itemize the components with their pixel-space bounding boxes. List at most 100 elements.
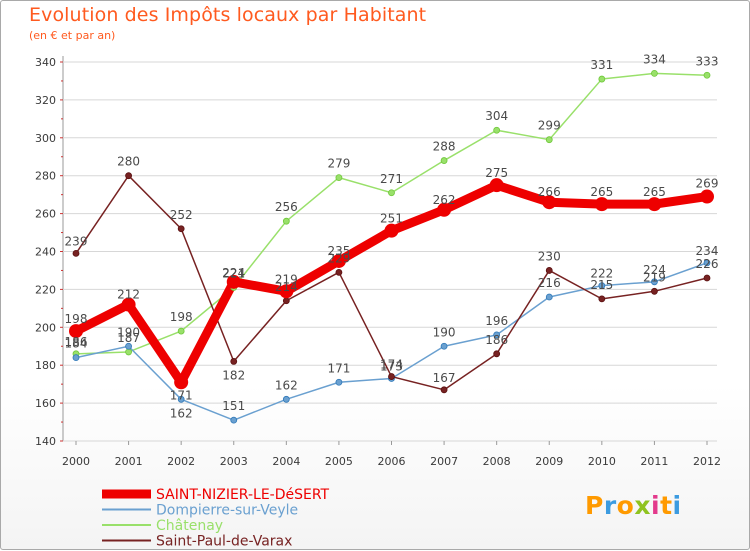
y-tick-label: 320 bbox=[35, 94, 56, 107]
data-label: 234 bbox=[696, 244, 719, 258]
data-label: 151 bbox=[222, 399, 245, 413]
data-point bbox=[598, 282, 606, 290]
data-point bbox=[177, 225, 185, 233]
data-point bbox=[440, 342, 448, 350]
data-point bbox=[493, 331, 501, 339]
data-label: 299 bbox=[538, 119, 561, 133]
data-label: 230 bbox=[538, 249, 561, 263]
data-point bbox=[700, 189, 714, 204]
data-point bbox=[598, 75, 606, 83]
data-label: 215 bbox=[590, 278, 613, 292]
data-label: 184 bbox=[65, 337, 88, 351]
x-tick-label: 2009 bbox=[535, 455, 563, 468]
data-label: 304 bbox=[485, 109, 508, 123]
data-point bbox=[594, 197, 609, 212]
data-label: 239 bbox=[65, 234, 88, 248]
legend-label: Dompierre-sur-Veyle bbox=[156, 503, 298, 519]
x-tick-label: 2011 bbox=[640, 455, 668, 468]
data-label: 265 bbox=[643, 185, 666, 199]
legend-label: Saint-Paul-de-Varax bbox=[156, 534, 292, 550]
data-point bbox=[542, 195, 557, 210]
data-label: 162 bbox=[170, 406, 193, 420]
proxiti-logo: Proxiti bbox=[585, 491, 682, 520]
data-point bbox=[651, 69, 658, 77]
data-point bbox=[69, 324, 83, 339]
y-tick-label: 240 bbox=[35, 246, 56, 259]
x-tick-label: 2003 bbox=[220, 455, 248, 468]
data-point bbox=[489, 178, 504, 193]
x-tick-label: 2006 bbox=[378, 455, 406, 468]
x-tick-label: 2002 bbox=[167, 455, 195, 468]
chart-subtitle: (en € et par an) bbox=[29, 29, 116, 42]
y-tick-label: 220 bbox=[35, 283, 56, 296]
x-tick-label: 2007 bbox=[430, 455, 458, 468]
data-point bbox=[174, 375, 189, 390]
data-point bbox=[230, 416, 238, 424]
y-tick-label: 180 bbox=[35, 359, 56, 372]
data-point bbox=[388, 373, 395, 380]
data-label: 171 bbox=[170, 388, 193, 402]
data-label: 262 bbox=[433, 193, 456, 207]
data-label: 224 bbox=[643, 263, 666, 277]
data-label: 229 bbox=[327, 251, 350, 265]
x-tick-label: 2004 bbox=[272, 455, 300, 468]
data-point bbox=[335, 174, 343, 181]
data-point bbox=[335, 268, 343, 276]
y-tick-label: 160 bbox=[35, 397, 56, 410]
x-tick-label: 2008 bbox=[483, 455, 511, 468]
data-point bbox=[125, 342, 132, 350]
data-point bbox=[440, 157, 448, 164]
data-point bbox=[125, 348, 132, 356]
logo-letter: r bbox=[603, 491, 617, 520]
data-point bbox=[384, 223, 399, 238]
data-label: 280 bbox=[117, 155, 140, 169]
data-label: 269 bbox=[696, 177, 719, 191]
data-point bbox=[230, 358, 238, 365]
data-point bbox=[335, 378, 343, 386]
data-label: 252 bbox=[170, 208, 193, 222]
legend-label: Châtenay bbox=[156, 518, 223, 534]
data-point bbox=[388, 189, 395, 197]
data-label: 265 bbox=[590, 185, 613, 199]
data-label: 224 bbox=[222, 266, 245, 280]
data-label: 198 bbox=[170, 310, 193, 324]
data-label: 251 bbox=[380, 212, 403, 226]
data-point bbox=[282, 297, 290, 305]
y-tick-label: 340 bbox=[35, 56, 56, 69]
data-label: 221 bbox=[222, 267, 245, 281]
logo-letter: t bbox=[660, 491, 673, 520]
data-point bbox=[703, 259, 711, 267]
data-point bbox=[545, 293, 553, 301]
data-label: 331 bbox=[590, 58, 613, 72]
data-label: 333 bbox=[696, 54, 719, 68]
data-point bbox=[493, 126, 501, 134]
data-point bbox=[651, 287, 658, 295]
legend-label: SAINT-NIZIER-LE-DéSERT bbox=[156, 487, 330, 503]
data-label: 173 bbox=[380, 359, 403, 373]
data-label: 190 bbox=[433, 325, 456, 339]
data-point bbox=[437, 202, 452, 217]
x-tick-label: 2010 bbox=[588, 455, 616, 468]
data-point bbox=[226, 274, 241, 289]
data-point bbox=[279, 284, 294, 299]
logo-letter: i bbox=[672, 491, 682, 520]
y-tick-label: 260 bbox=[35, 208, 56, 221]
data-point bbox=[703, 71, 711, 79]
logo-letter: o bbox=[616, 491, 635, 520]
data-label: 212 bbox=[117, 288, 140, 302]
data-point bbox=[282, 395, 290, 403]
y-tick-label: 280 bbox=[35, 170, 56, 183]
data-point bbox=[331, 253, 346, 268]
data-point bbox=[177, 395, 185, 403]
data-label: 162 bbox=[275, 378, 298, 392]
data-label: 167 bbox=[433, 371, 456, 385]
data-label: 186 bbox=[485, 333, 508, 347]
data-label: 214 bbox=[275, 280, 298, 294]
data-label: 256 bbox=[275, 200, 298, 214]
data-point bbox=[125, 172, 132, 180]
data-label: 271 bbox=[380, 172, 403, 186]
data-point bbox=[647, 197, 662, 212]
data-label: 190 bbox=[117, 325, 140, 339]
